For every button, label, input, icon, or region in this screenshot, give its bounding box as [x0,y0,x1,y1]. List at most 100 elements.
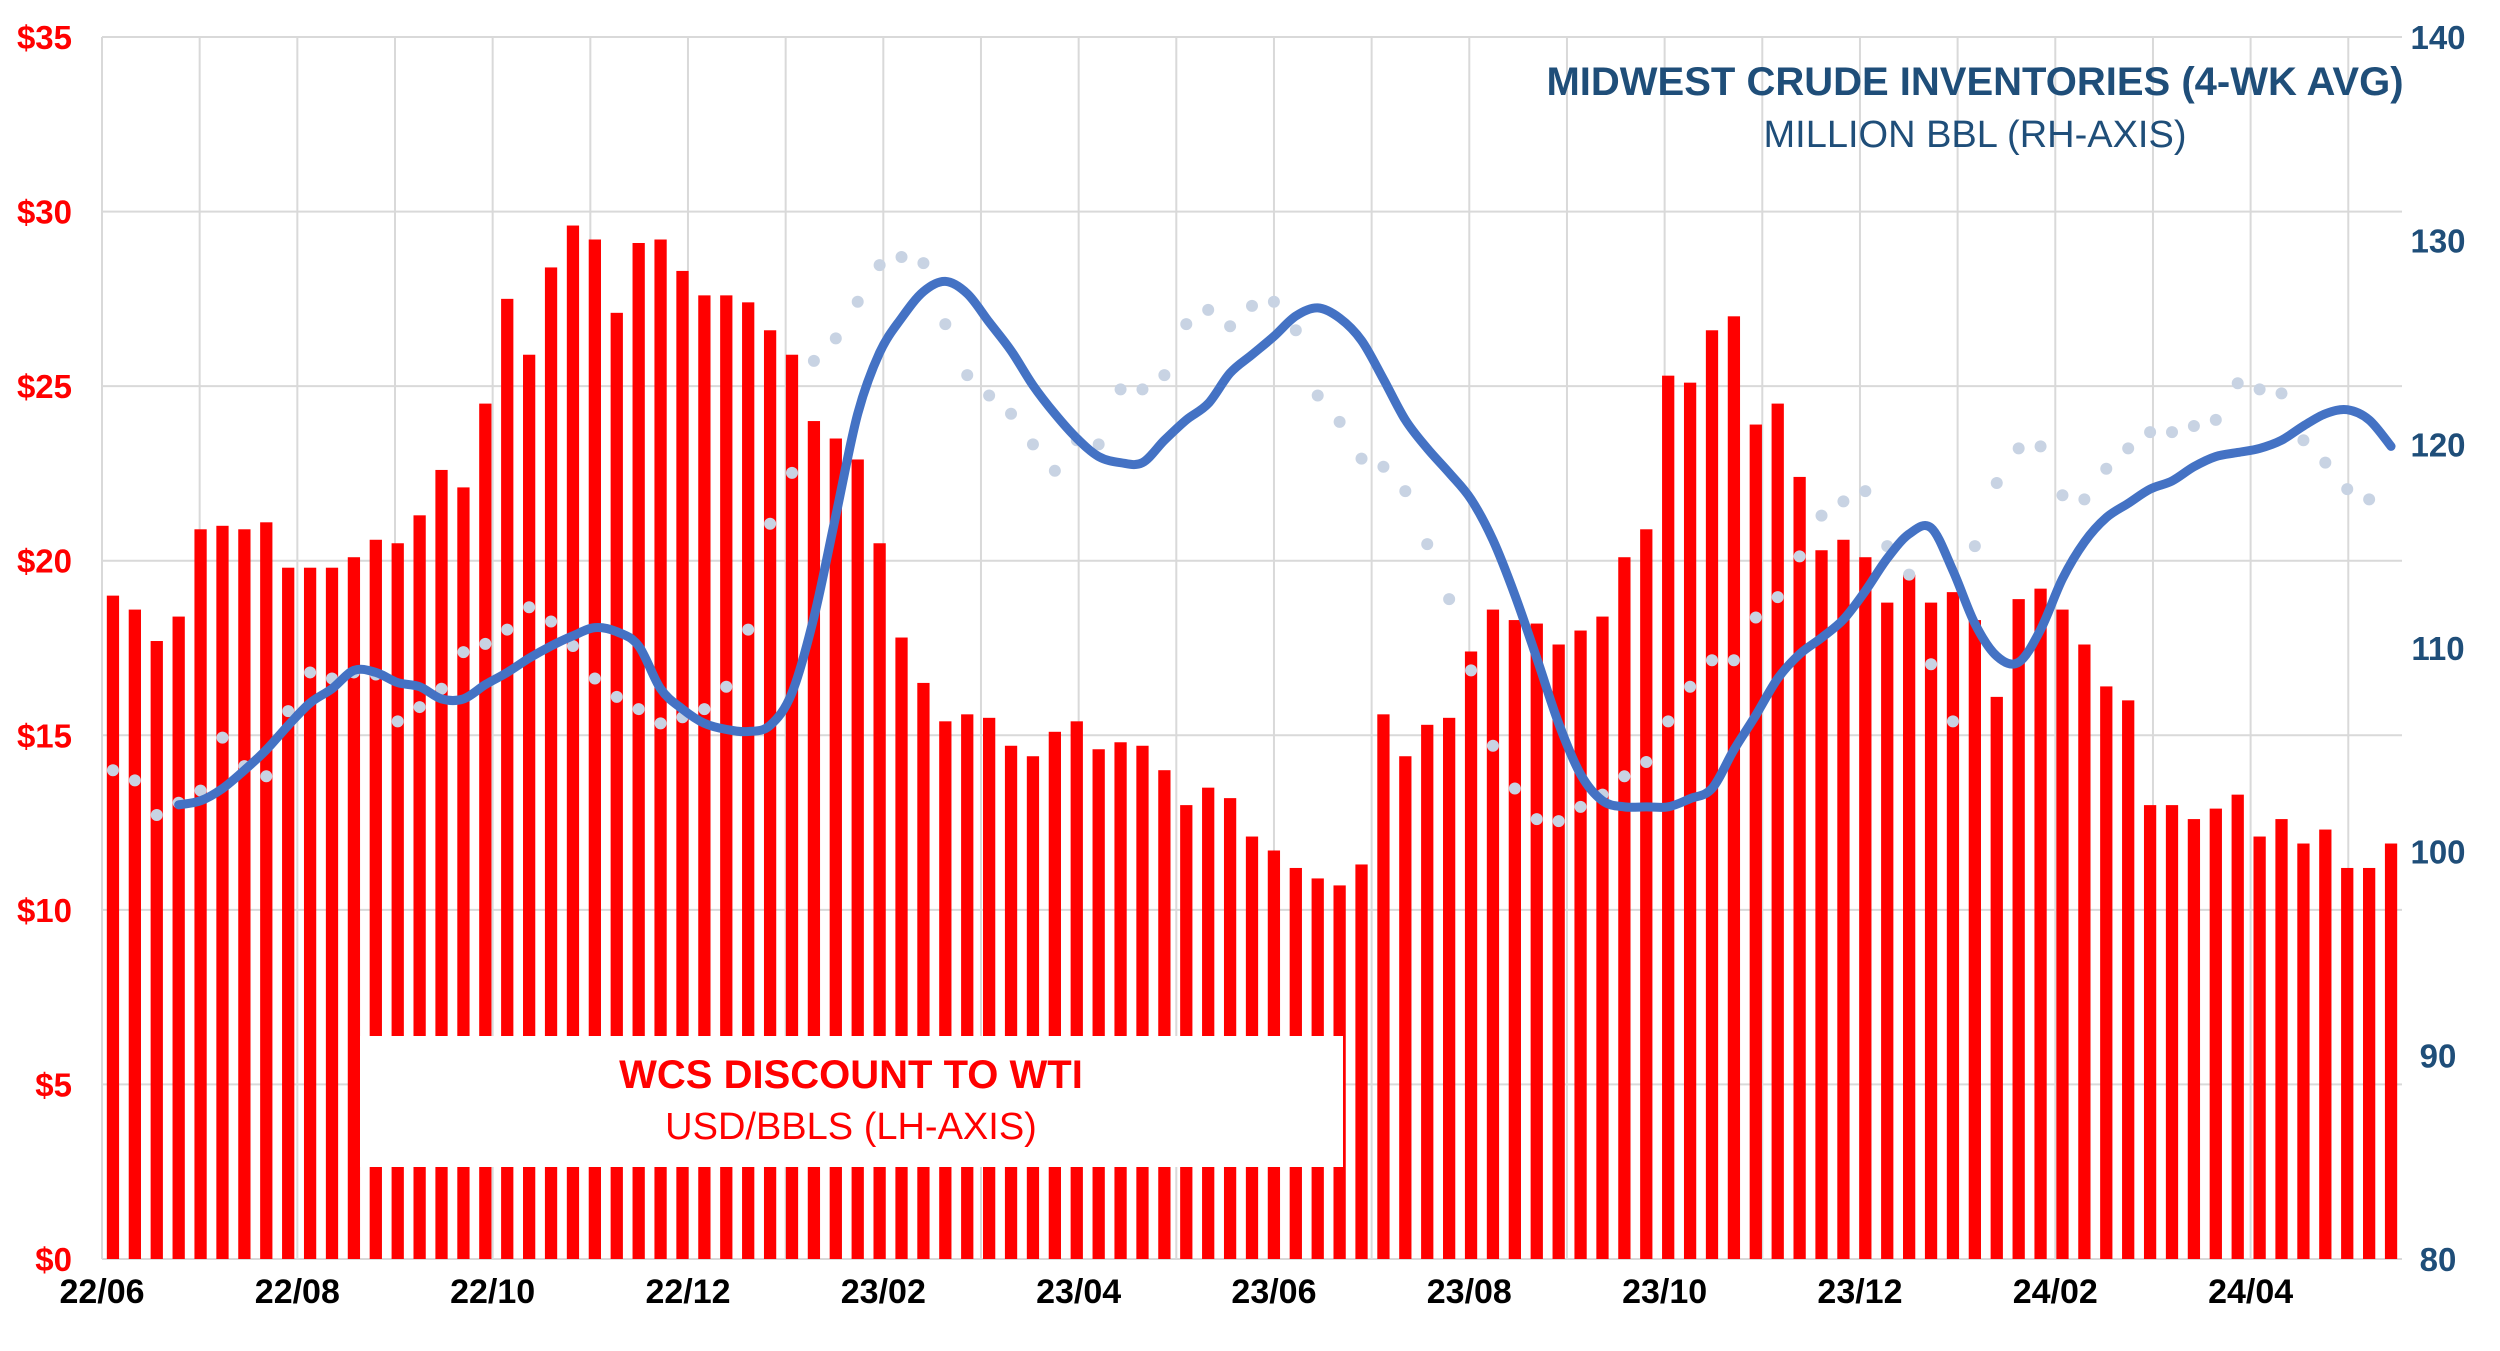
discount-bar [194,529,207,1259]
weekly-dot [829,332,842,345]
weekly-dot [545,615,558,628]
discount-bar [654,239,667,1259]
discount-bar [1048,731,1061,1259]
inventory-title-box: MIDWEST CRUDE INVENTORIES (4-WK AVG) MIL… [1546,60,2403,156]
weekly-dot [1508,782,1521,795]
discount-bar [216,525,229,1259]
weekly-dot [1815,509,1828,522]
discount-bar [1793,476,1806,1259]
discount-bar [1136,745,1149,1259]
weekly-dot [1946,715,1959,728]
weekly-dot [807,354,820,367]
weekly-dot [851,295,864,308]
weekly-dot [588,672,601,685]
discount-bar [501,298,514,1259]
discount-bar [1924,602,1938,1259]
x-axis-tick-label: 23/08 [1427,1273,1512,1311]
weekly-dot [2253,383,2266,396]
discount-bar [2012,599,2025,1259]
weekly-dot [2209,413,2222,426]
discount-bar [961,714,974,1259]
discount-title-box: WCS DISCOUNT TO WTI USD/BBLS (LH-AXIS) [360,1036,1343,1167]
left-axis-tick-label: $25 [17,368,72,405]
x-axis-tick-label: 22/10 [450,1273,535,1311]
discount-bar [1683,382,1697,1259]
weekly-dot [1684,680,1697,693]
weekly-dot [895,250,908,263]
discount-bar [2384,843,2398,1259]
weekly-dot [764,517,777,530]
discount-bar [1355,864,1368,1259]
discount-bar [1815,550,1828,1259]
x-axis-tick-label: 23/04 [1036,1273,1121,1311]
discount-bar [2319,829,2332,1259]
discount-bar [1202,787,1215,1259]
discount-bar [720,295,733,1259]
weekly-dot [1618,770,1631,783]
weekly-dot [523,601,536,614]
discount-bar [1859,557,1872,1259]
weekly-dot [1224,320,1237,333]
discount-bar [2363,867,2376,1259]
weekly-dot [2122,442,2135,455]
discount-bar [1596,616,1609,1259]
weekly-dot [1289,324,1302,337]
weekly-dot [1574,800,1587,813]
weekly-dot [1026,438,1039,451]
weekly-dot [2078,493,2091,506]
weekly-dot [1925,658,1938,671]
weekly-dot [106,764,119,777]
x-axis-tick-label: 22/08 [255,1273,340,1311]
weekly-dot [1640,756,1653,769]
weekly-dot [1662,715,1675,728]
weekly-dot [2144,426,2157,439]
discount-bar [1223,798,1237,1259]
weekly-dot [1486,739,1499,752]
discount-bar [2253,836,2266,1259]
weekly-dot [1968,540,1981,553]
weekly-dot [1202,303,1215,316]
discount-bar [1903,574,1916,1259]
weekly-dot [1727,654,1740,667]
weekly-dot [2297,434,2310,447]
left-axis-tick-label: $10 [17,892,72,929]
discount-bar [282,567,295,1259]
weekly-dot [1903,568,1916,581]
inventory-subtitle: MILLION BBL (RH-AXIS) [1763,114,2186,156]
weekly-dot [2187,420,2200,433]
weekly-dot [1136,383,1149,396]
weekly-dot [1246,299,1258,312]
discount-bar [1990,696,2003,1259]
right-axis-tick-label: 110 [2411,630,2464,667]
weekly-dot [2341,483,2354,496]
discount-bar [1180,805,1193,1259]
discount-bar [1464,651,1478,1259]
weekly-dot [216,731,229,744]
weekly-dot [2012,442,2025,455]
right-axis-tick-label: 100 [2410,834,2465,871]
x-axis-tick-label: 22/12 [645,1273,730,1311]
weekly-dot [128,774,141,787]
discount-bar [2297,843,2310,1259]
weekly-dot [2363,493,2376,506]
discount-bar [1881,602,1894,1259]
discount-bar [2341,867,2354,1259]
discount-bar [632,242,645,1260]
weekly-dot [742,623,755,636]
weekly-dot [1530,813,1543,826]
weekly-dot [435,682,448,695]
discount-bar [1946,592,1960,1259]
weekly-dot [150,809,163,822]
right-axis-tick-label: 130 [2410,223,2465,260]
weekly-dot [391,715,404,728]
weekly-dot [1333,415,1346,428]
weekly-dot [2100,462,2113,475]
discount-bar [1552,644,1565,1259]
right-axis-tick-label: 90 [2420,1037,2457,1074]
weekly-dot [1465,664,1478,677]
discount-bar [1399,756,1412,1259]
discount-bar [150,641,163,1259]
weekly-dot [1399,485,1412,498]
discount-bar [588,239,601,1259]
weekly-dot [2056,489,2069,502]
